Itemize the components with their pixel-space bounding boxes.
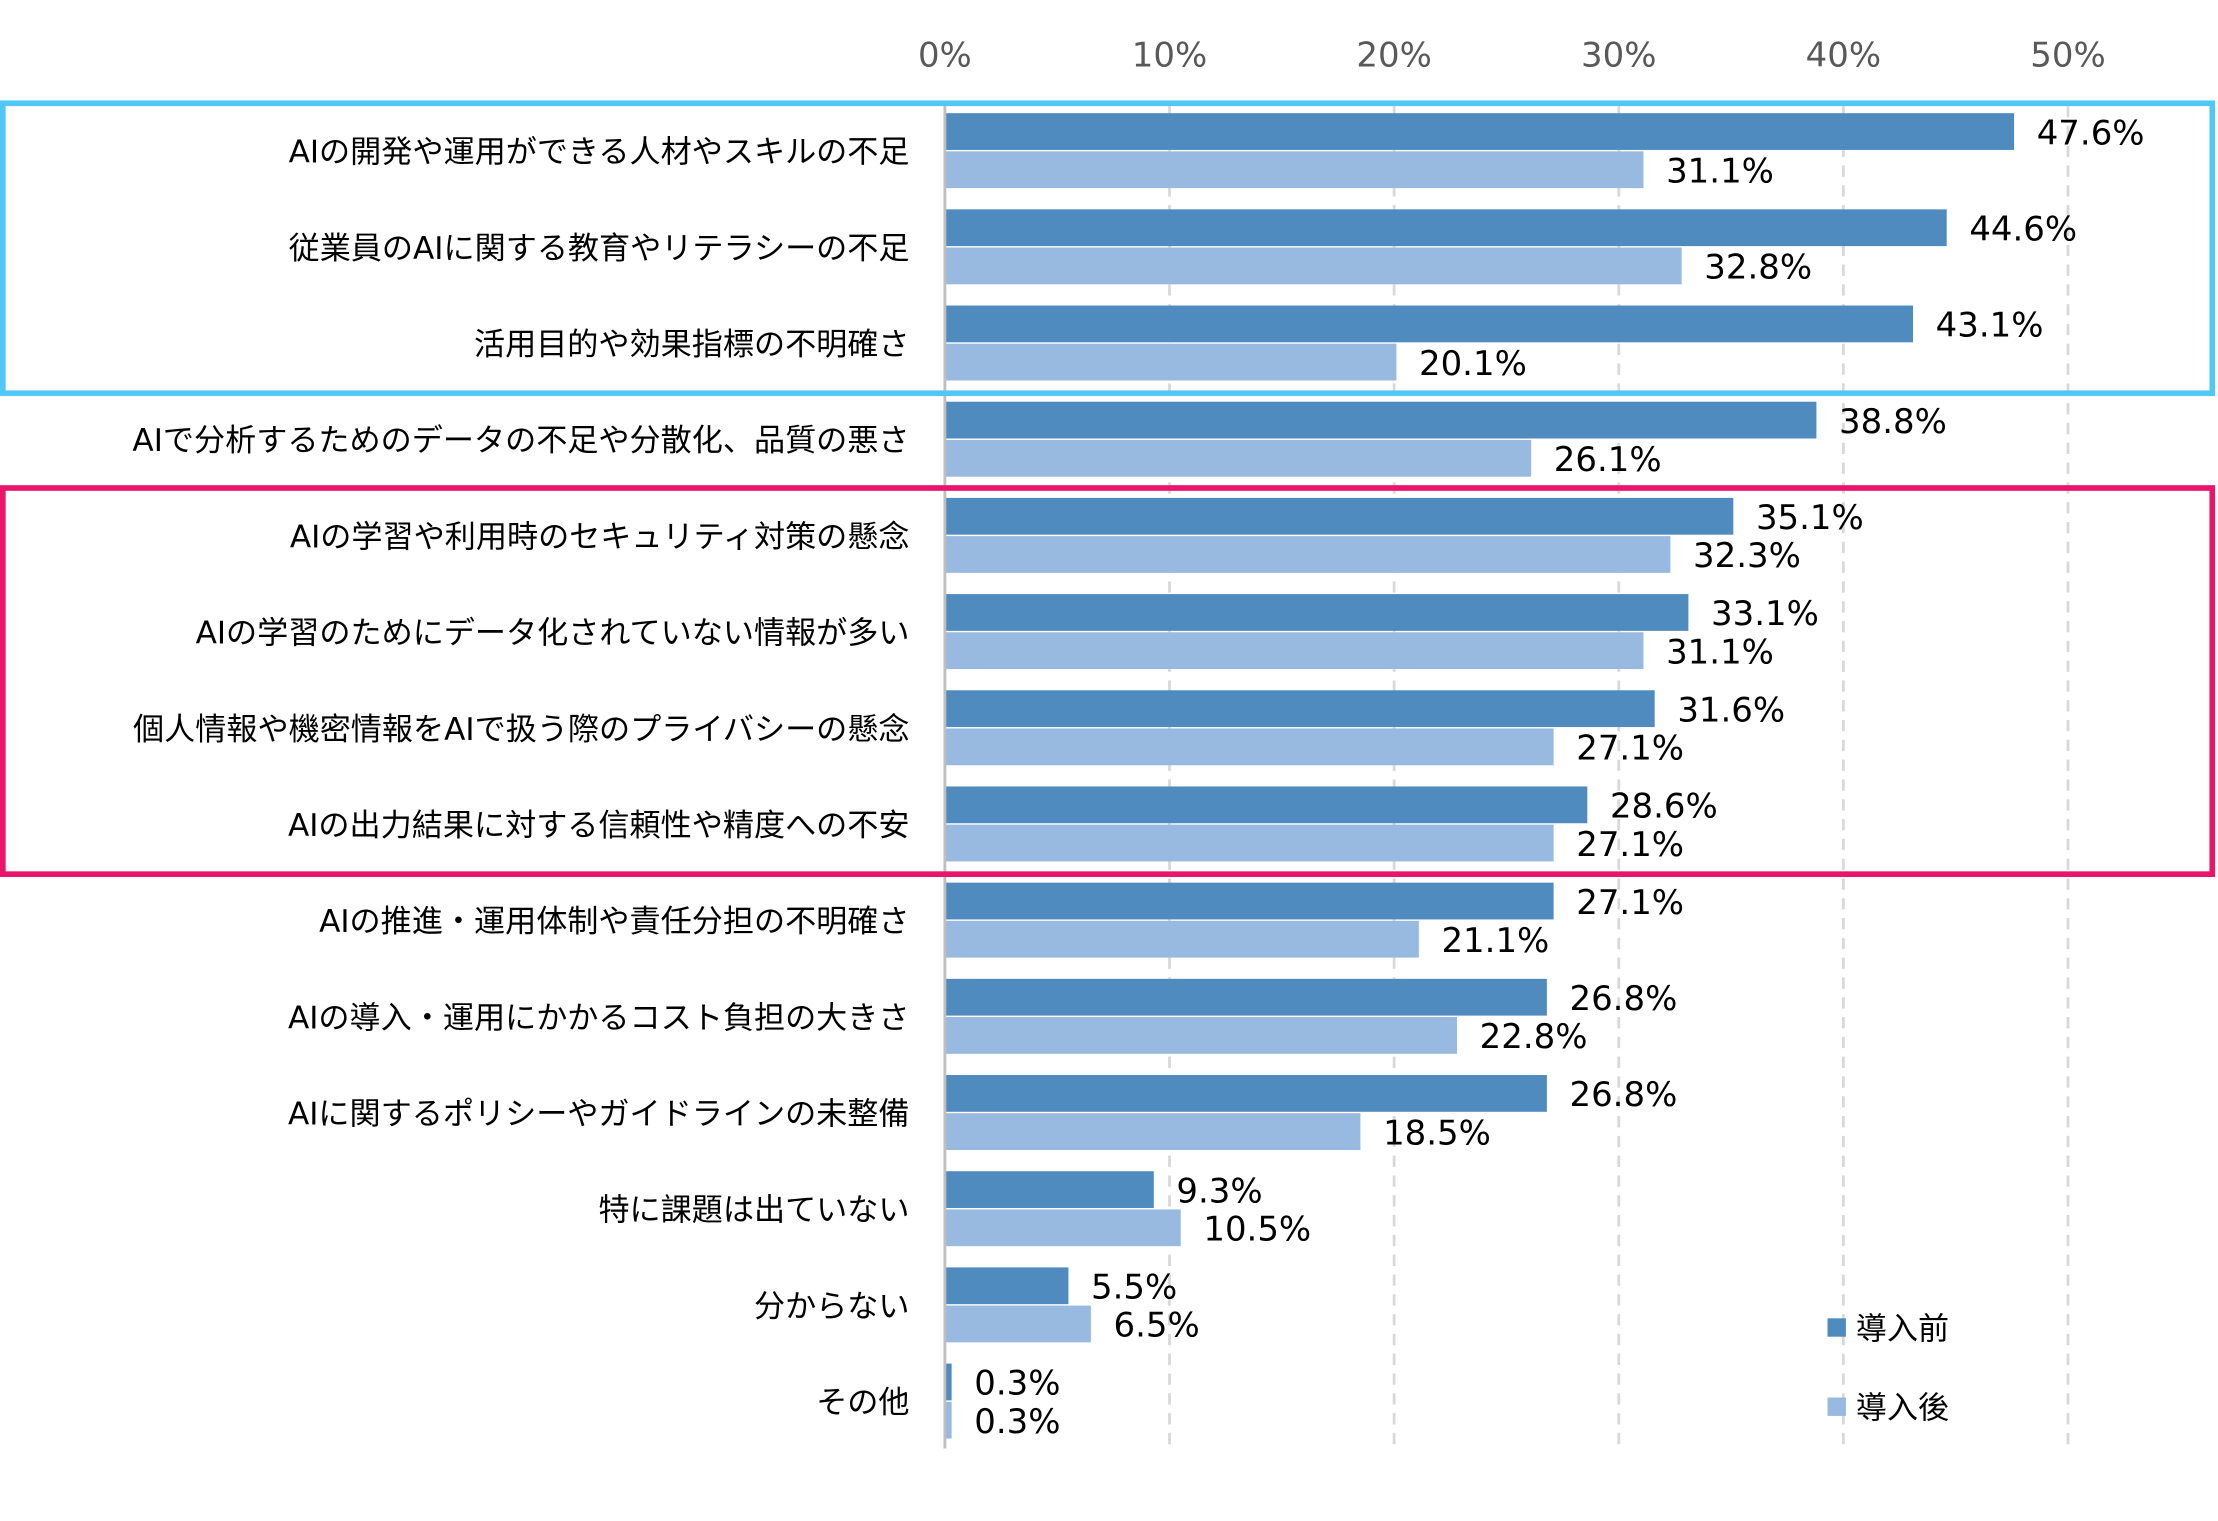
category-label: AIの導入・運用にかかるコスト負担の大きさ [288, 1000, 910, 1036]
data-label: 0.3% [974, 1402, 1060, 1442]
category-label: 分からない [754, 1289, 910, 1325]
highlight-box [0, 100, 2216, 397]
data-label: 20.1% [1419, 344, 1527, 384]
bar-after [944, 728, 1554, 766]
bar-after [944, 1113, 1361, 1150]
x-tick-label: 40% [1806, 35, 1881, 75]
bar-before [944, 786, 1588, 824]
data-label: 27.1% [1576, 825, 1684, 865]
category-label: 従業員のAIに関する教育やリテラシーの不足 [289, 231, 910, 267]
bar-before [944, 882, 1554, 920]
bar-before [944, 1171, 1154, 1208]
legend-label: 導入前 [1856, 1312, 1949, 1348]
category-label: AIの出力結果に対する信頼性や精度への不安 [288, 808, 910, 844]
bar-before [944, 978, 1547, 1016]
data-label: 18.5% [1383, 1113, 1491, 1153]
legend-label: 導入後 [1856, 1391, 1949, 1427]
data-label: 38.8% [1839, 402, 1947, 442]
category-label: AIで分析するためのデータの不足や分散化、品質の悪さ [132, 423, 909, 459]
x-tick-label: 50% [2030, 35, 2105, 75]
bar-before [944, 1075, 1547, 1112]
bar-after [944, 343, 1397, 381]
data-label: 27.1% [1576, 883, 1684, 923]
data-label: 44.6% [1969, 209, 2077, 249]
bar-after [944, 1017, 1458, 1054]
category-label: AIの推進・運用体制や責任分担の不明確さ [319, 904, 909, 940]
bar-before [944, 1363, 952, 1401]
category-label: 個人情報や機密情報をAIで扱う際のプライバシーの懸念 [133, 712, 909, 748]
x-tick-label: 30% [1581, 35, 1656, 75]
bar-before [944, 113, 2015, 150]
data-label: 31.1% [1666, 151, 1774, 191]
data-label: 26.8% [1570, 1075, 1678, 1115]
data-label: 31.6% [1677, 690, 1785, 730]
bar-before [944, 690, 1655, 728]
x-tick-label: 20% [1356, 35, 1431, 75]
data-label: 33.1% [1711, 594, 1819, 634]
x-tick-label: 0% [918, 35, 972, 75]
bar-before [944, 594, 1689, 631]
legend-swatch [1827, 1397, 1846, 1416]
legend-swatch [1827, 1318, 1846, 1337]
bar-after [944, 632, 1644, 670]
data-label: 26.8% [1570, 979, 1678, 1019]
data-label: 35.1% [1756, 498, 1864, 538]
data-label: 0.3% [974, 1364, 1060, 1404]
highlight-box [0, 485, 2216, 877]
data-label: 10.5% [1203, 1210, 1311, 1250]
bar-before [944, 305, 1914, 343]
bar-after [944, 824, 1554, 862]
category-label: AIに関するポリシーやガイドラインの未整備 [288, 1097, 910, 1133]
bar-before [944, 497, 1734, 535]
category-label: AIの学習や利用時のセキュリティ対策の懸念 [290, 519, 910, 555]
data-label: 47.6% [2037, 113, 2145, 153]
bar-after [944, 920, 1419, 958]
bar-after [944, 536, 1671, 573]
bar-after [944, 1401, 952, 1439]
category-label: その他 [816, 1385, 909, 1421]
category-label: AIの開発や運用ができる人材やスキルの不足 [289, 135, 910, 171]
data-label: 22.8% [1480, 1017, 1588, 1057]
bar-after [944, 247, 1682, 285]
data-label: 5.5% [1091, 1268, 1177, 1308]
category-label: AIの学習のためにデータ化されていない情報が多い [196, 616, 910, 652]
data-label: 32.8% [1704, 248, 1812, 288]
bar-before [944, 209, 1947, 247]
category-label: 活用目的や効果指標の不明確さ [474, 327, 910, 363]
bar-after [944, 1209, 1181, 1247]
bar-after [944, 1305, 1091, 1343]
bar-after [944, 439, 1532, 477]
x-tick-label: 10% [1132, 35, 1207, 75]
bar-before [944, 1267, 1069, 1305]
category-label: 特に課題は出ていない [598, 1193, 909, 1229]
data-label: 32.3% [1693, 536, 1801, 576]
data-label: 21.1% [1441, 921, 1549, 961]
bar-after [944, 151, 1644, 189]
data-label: 31.1% [1666, 632, 1774, 672]
data-label: 6.5% [1114, 1306, 1200, 1346]
data-label: 27.1% [1576, 729, 1684, 769]
data-label: 28.6% [1610, 787, 1718, 827]
data-label: 43.1% [1936, 306, 2044, 346]
data-label: 9.3% [1176, 1171, 1262, 1211]
data-label: 26.1% [1554, 440, 1662, 480]
bar-before [944, 401, 1817, 439]
